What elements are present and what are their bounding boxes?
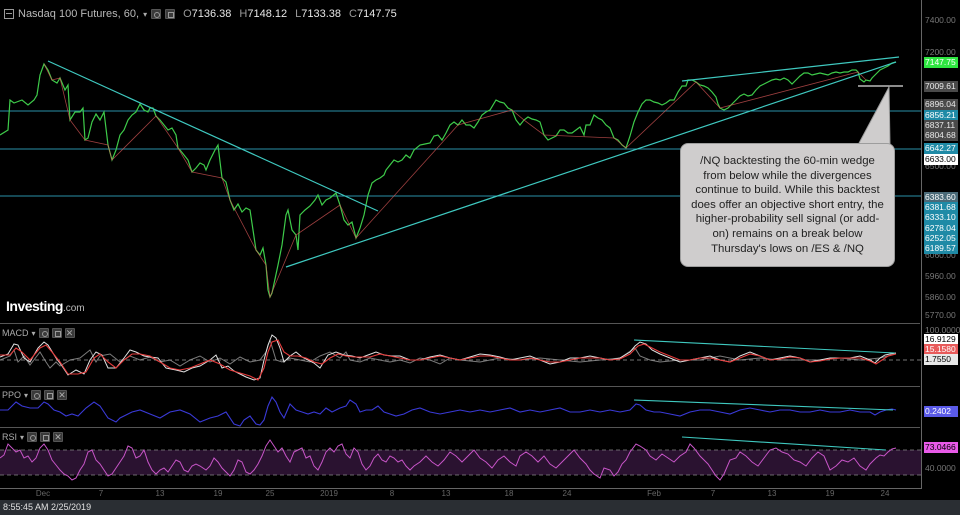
price-tag: 6837.11 xyxy=(924,120,958,131)
investing-logo: Investing.com xyxy=(6,298,85,314)
visibility-icon[interactable] xyxy=(151,9,162,19)
rsi-pane-header: RSI ▾ ✕ xyxy=(2,432,64,442)
time-axis-tick: 7 xyxy=(710,489,716,498)
price-tag: 6383.60 xyxy=(924,192,958,203)
timestamp: 8:55:45 AM 2/25/2019 xyxy=(3,502,92,512)
price-tag: 6333.10 xyxy=(924,212,958,223)
price-axis-tick: 7400.00 xyxy=(925,15,956,25)
collapse-icon[interactable] xyxy=(4,9,14,19)
macd-title: MACD xyxy=(2,328,29,338)
time-axis-tick: 13 xyxy=(155,489,165,498)
price-tag: 7009.61 xyxy=(924,81,958,92)
crosshair-price-tag: 6633.00 xyxy=(924,154,958,165)
symbol-title: Nasdaq 100 Futures, 60, xyxy=(18,8,140,20)
price-tag: 6856.21 xyxy=(924,110,958,121)
time-axis-tick: 7 xyxy=(98,489,104,498)
price-tag: 6189.57 xyxy=(924,243,958,254)
time-axis-tick: 25 xyxy=(265,489,275,498)
rsi-axis-tick: 40.0000 xyxy=(925,463,956,473)
annotation-callout[interactable]: /NQ backtesting the 60-min wedge from be… xyxy=(680,143,895,267)
price-tag: 6642.27 xyxy=(924,143,958,154)
close-icon[interactable]: ✕ xyxy=(53,432,64,442)
visibility-icon[interactable] xyxy=(38,328,49,338)
settings-icon[interactable] xyxy=(165,9,176,19)
ohlc-low: L7133.38 xyxy=(295,8,342,20)
price-tag: 6252.05 xyxy=(924,233,958,244)
ppo-pane-header: PPO ▾ ✕ xyxy=(2,390,68,400)
price-axis-tick: 5960.00 xyxy=(925,271,956,281)
visibility-icon[interactable] xyxy=(31,390,42,400)
macd-value-tag: 16.9129 xyxy=(924,334,958,345)
status-bar: 8:55:45 AM 2/25/2019 xyxy=(0,500,960,515)
visibility-icon[interactable] xyxy=(27,432,38,442)
settings-icon[interactable] xyxy=(40,432,51,442)
ppo-title: PPO xyxy=(2,390,22,400)
time-axis-tick: 24 xyxy=(880,489,890,498)
price-axis-tick: 5860.00 xyxy=(925,292,956,302)
last-price-tag: 7147.75 xyxy=(924,57,958,68)
chevron-down-icon[interactable]: ▾ xyxy=(24,390,29,400)
settings-icon[interactable] xyxy=(51,328,62,338)
time-axis-tick: Feb xyxy=(647,489,661,498)
price-axis-tick: 6500.00 xyxy=(925,161,956,171)
time-axis[interactable]: Dec 7 13 19 25 2019 8 13 18 24 Feb 7 13 … xyxy=(0,489,960,500)
price-tag: 6896.04 xyxy=(924,99,958,110)
time-axis-tick: 13 xyxy=(441,489,451,498)
time-axis-tick: Dec xyxy=(35,489,51,498)
time-axis-tick: 2019 xyxy=(320,489,338,498)
rsi-value-tag: 73.0466 xyxy=(924,442,958,453)
chart-legend: Nasdaq 100 Futures, 60, ▾ O7136.38 H7148… xyxy=(4,7,397,21)
time-axis-tick: 19 xyxy=(825,489,835,498)
chevron-down-icon[interactable]: ▾ xyxy=(31,328,36,338)
time-axis-tick: 8 xyxy=(389,489,395,498)
time-axis-tick: 19 xyxy=(213,489,223,498)
ohlc-close: C7147.75 xyxy=(349,8,397,20)
price-tag: 6278.04 xyxy=(924,223,958,234)
ohlc-high: H7148.12 xyxy=(239,8,288,20)
chevron-down-icon[interactable]: ▾ xyxy=(20,432,25,442)
time-axis-tick: 24 xyxy=(562,489,572,498)
chevron-down-icon[interactable]: ▾ xyxy=(143,9,148,19)
macd-axis-tick: 100.0000 xyxy=(925,325,960,335)
price-axis-tick: 7200.00 xyxy=(925,47,956,57)
settings-icon[interactable] xyxy=(44,390,55,400)
price-axis-tick: 5770.00 xyxy=(925,310,956,320)
macd-pane-header: MACD ▾ ✕ xyxy=(2,328,75,338)
signal-value-tag: 15.1580 xyxy=(924,344,958,355)
time-axis-tick: 13 xyxy=(767,489,777,498)
time-axis-tick: 18 xyxy=(504,489,514,498)
histogram-value-tag: 1.7550 xyxy=(924,354,958,365)
close-icon[interactable]: ✕ xyxy=(57,390,68,400)
rsi-title: RSI xyxy=(2,432,18,442)
ppo-value-tag: 0.2402 xyxy=(924,406,958,417)
price-tag: 6804.68 xyxy=(924,130,958,141)
price-axis-tick: 6060.00 xyxy=(925,250,956,260)
close-icon[interactable]: ✕ xyxy=(64,328,75,338)
price-tag: 6381.68 xyxy=(924,202,958,213)
ohlc-open: O7136.38 xyxy=(183,8,232,20)
